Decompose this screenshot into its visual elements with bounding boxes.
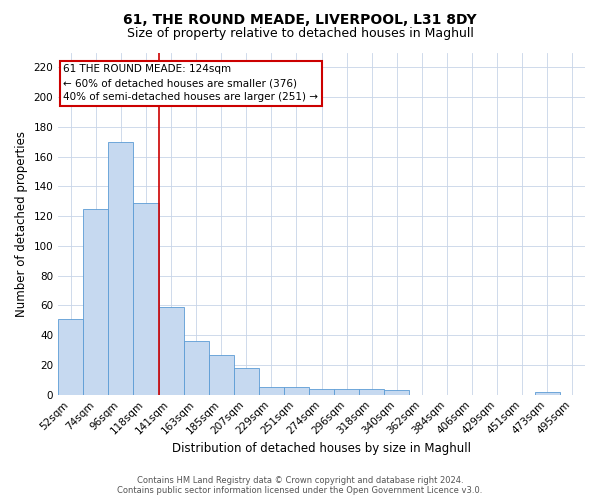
Bar: [385, 390, 409, 394]
Bar: [158, 307, 184, 394]
Bar: [334, 389, 359, 394]
Bar: [58, 319, 83, 394]
Bar: [234, 368, 259, 394]
Bar: [184, 341, 209, 394]
Bar: [209, 354, 234, 395]
X-axis label: Distribution of detached houses by size in Maghull: Distribution of detached houses by size …: [172, 442, 471, 455]
Bar: [284, 388, 309, 394]
Text: Contains HM Land Registry data © Crown copyright and database right 2024.
Contai: Contains HM Land Registry data © Crown c…: [118, 476, 482, 495]
Text: 61 THE ROUND MEADE: 124sqm
← 60% of detached houses are smaller (376)
40% of sem: 61 THE ROUND MEADE: 124sqm ← 60% of deta…: [63, 64, 318, 102]
Bar: [259, 388, 284, 394]
Text: Size of property relative to detached houses in Maghull: Size of property relative to detached ho…: [127, 28, 473, 40]
Text: 61, THE ROUND MEADE, LIVERPOOL, L31 8DY: 61, THE ROUND MEADE, LIVERPOOL, L31 8DY: [123, 12, 477, 26]
Bar: [535, 392, 560, 394]
Bar: [83, 208, 109, 394]
Y-axis label: Number of detached properties: Number of detached properties: [15, 130, 28, 316]
Bar: [133, 203, 158, 394]
Bar: [109, 142, 133, 395]
Bar: [359, 389, 385, 394]
Bar: [309, 389, 334, 394]
